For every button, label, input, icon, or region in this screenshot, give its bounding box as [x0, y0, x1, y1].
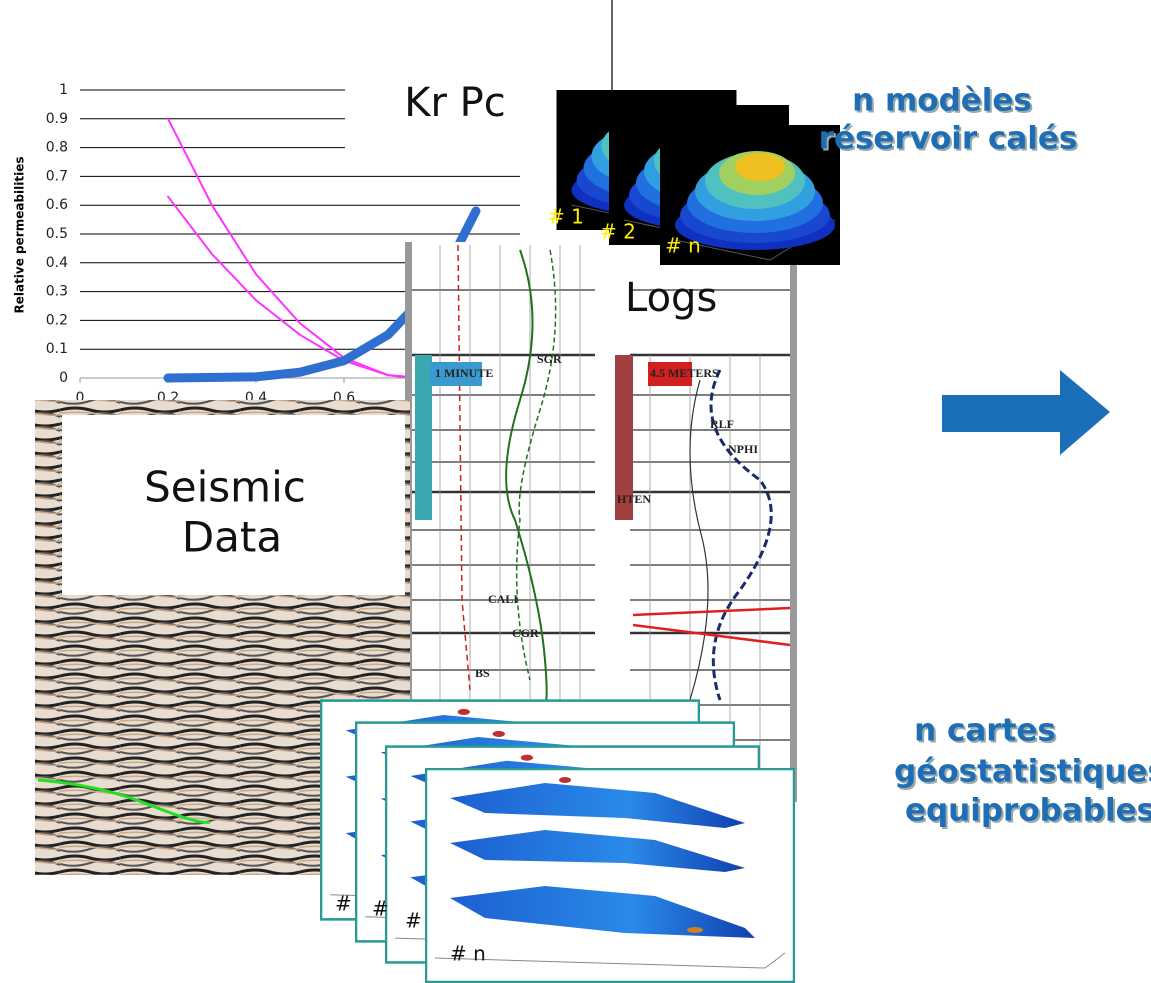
y-tick-label: 1 [59, 82, 68, 98]
slide: Relative permeabilities 0 0.1 0.2 0.3 0.4 0.5… [0, 0, 1151, 983]
maps-caption: equiprobables [905, 793, 1151, 829]
y-tick-label: 0.7 [46, 168, 68, 184]
log-annotation: HTEN [617, 492, 651, 506]
y-tick-label: 0.1 [46, 341, 68, 357]
y-tick-label: 0 [59, 370, 68, 386]
log-annotation: CGR [512, 626, 539, 640]
model-label: # 2 [600, 220, 636, 244]
log-annotation: 1 MINUTE [435, 366, 493, 380]
y-axis-label: Relative permeabilities [13, 156, 27, 313]
map-label: # n [450, 942, 486, 966]
log-annotation: NPHI [728, 442, 758, 456]
y-tick-label: 0.3 [46, 284, 68, 300]
log-annotation: RLF [710, 417, 734, 431]
y-tick-label: 0.2 [46, 312, 68, 328]
y-tick-label: 0.5 [46, 226, 68, 242]
map-label: # [372, 897, 389, 921]
reservoir-models: # 1 # 2 # n [548, 90, 840, 265]
models-caption: réservoir calés [819, 121, 1078, 157]
model-label: # n [665, 234, 701, 258]
y-tick-label: 0.9 [46, 111, 68, 127]
y-tick-label: 0.8 [46, 140, 68, 156]
log-annotation: CALI [488, 592, 518, 606]
seismic-title: Seismic [144, 463, 306, 512]
log-annotation: 4.5 METERS [650, 366, 719, 380]
logs-title: Logs [625, 275, 717, 321]
arrow [942, 370, 1110, 455]
map-label: # [335, 892, 352, 916]
kr-title: Kr Pc [404, 80, 506, 126]
curve [168, 197, 423, 378]
map-label: # [405, 909, 422, 933]
maps-caption: géostatistiques [894, 754, 1151, 790]
map-cards: # # # # n [321, 701, 794, 982]
log-annotation: BS [475, 666, 490, 680]
maps-caption: n cartes [914, 713, 1056, 749]
y-tick-label: 0.6 [46, 197, 68, 213]
models-caption: n modèles [852, 83, 1032, 119]
log-annotation: SGR [537, 352, 562, 366]
seismic-title: Data [182, 513, 282, 562]
model-label: # 1 [548, 205, 584, 229]
y-tick-label: 0.4 [46, 255, 68, 271]
